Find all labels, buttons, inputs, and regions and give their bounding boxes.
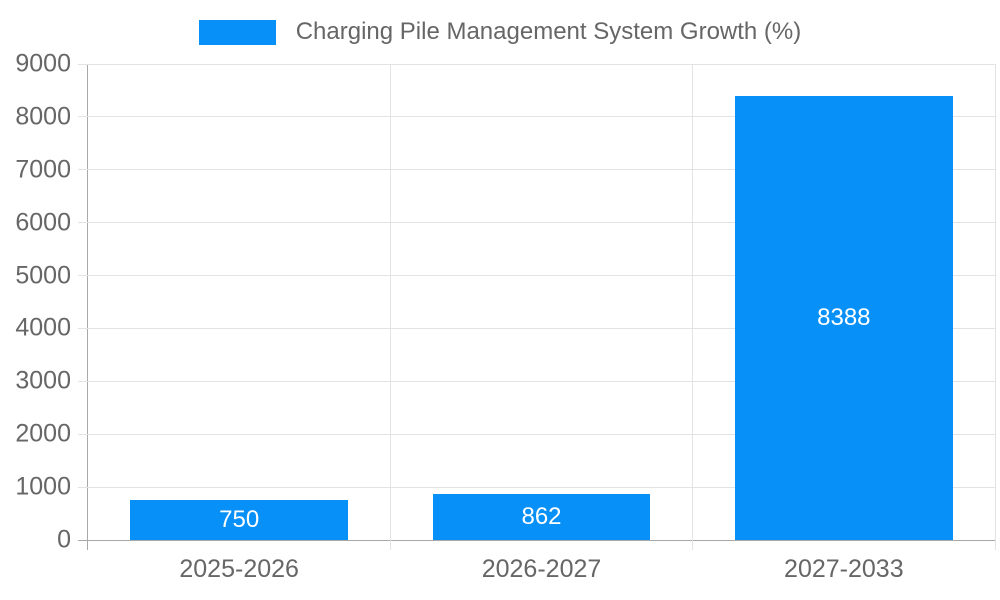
gridline bbox=[88, 222, 995, 224]
y-axis-tick-label: 5000 bbox=[15, 261, 71, 290]
y-axis-tick-label: 9000 bbox=[15, 49, 71, 78]
gridline bbox=[692, 64, 694, 540]
bar[interactable]: 750 bbox=[130, 500, 348, 540]
y-axis-tick-label: 1000 bbox=[15, 472, 71, 501]
x-axis-tick bbox=[389, 540, 391, 550]
y-axis-tick-label: 3000 bbox=[15, 366, 71, 395]
y-axis-tick bbox=[78, 222, 88, 224]
y-axis-tick bbox=[78, 327, 88, 329]
bar[interactable]: 862 bbox=[432, 494, 651, 540]
gridline bbox=[389, 64, 391, 540]
x-axis-tick bbox=[692, 540, 694, 550]
bar-value-label: 862 bbox=[521, 503, 562, 531]
y-axis-tick-label: 0 bbox=[57, 525, 71, 554]
y-axis-line bbox=[87, 64, 88, 550]
y-axis-tick bbox=[78, 275, 88, 277]
y-axis-tick bbox=[78, 169, 88, 171]
y-axis-tick bbox=[78, 116, 88, 118]
gridline bbox=[88, 380, 995, 382]
gridline bbox=[88, 63, 995, 65]
y-axis-tick bbox=[78, 63, 88, 65]
gridline bbox=[88, 327, 995, 329]
x-axis-category-label: 2026-2027 bbox=[481, 555, 602, 583]
gridline bbox=[88, 169, 995, 171]
gridline bbox=[994, 64, 996, 540]
legend-label: Charging Pile Management System Growth (… bbox=[295, 18, 802, 45]
gridline bbox=[88, 275, 995, 277]
x-axis-tick bbox=[994, 540, 996, 550]
x-axis-category-label: 2027-2033 bbox=[784, 555, 904, 583]
bar-value-label: 750 bbox=[219, 506, 260, 534]
gridline bbox=[88, 116, 995, 118]
y-axis-tick bbox=[78, 380, 88, 382]
y-axis-tick bbox=[78, 486, 88, 488]
x-axis-category-label: 2025-2026 bbox=[179, 555, 299, 583]
y-axis-tick-label: 6000 bbox=[15, 208, 71, 237]
bar-value-label: 8388 bbox=[817, 304, 871, 332]
gridline bbox=[88, 486, 995, 488]
gridline bbox=[88, 433, 995, 435]
legend-item[interactable]: Charging Pile Management System Growth (… bbox=[198, 18, 802, 47]
plot-area: 0 1000 2000 3000 4000 5000 6000 7000 8000 9000 750… bbox=[15, 51, 996, 582]
y-axis-tick-label: 8000 bbox=[15, 102, 71, 131]
x-axis-line bbox=[78, 540, 995, 541]
y-axis-tick-label: 7000 bbox=[15, 155, 71, 184]
legend: Charging Pile Management System Growth (… bbox=[0, 18, 1000, 47]
y-axis-tick-label: 4000 bbox=[15, 313, 71, 342]
legend-swatch-icon bbox=[198, 19, 276, 45]
bar[interactable]: 8388 bbox=[734, 96, 953, 540]
y-axis-tick-label: 2000 bbox=[15, 419, 71, 448]
y-axis-tick bbox=[78, 433, 88, 435]
